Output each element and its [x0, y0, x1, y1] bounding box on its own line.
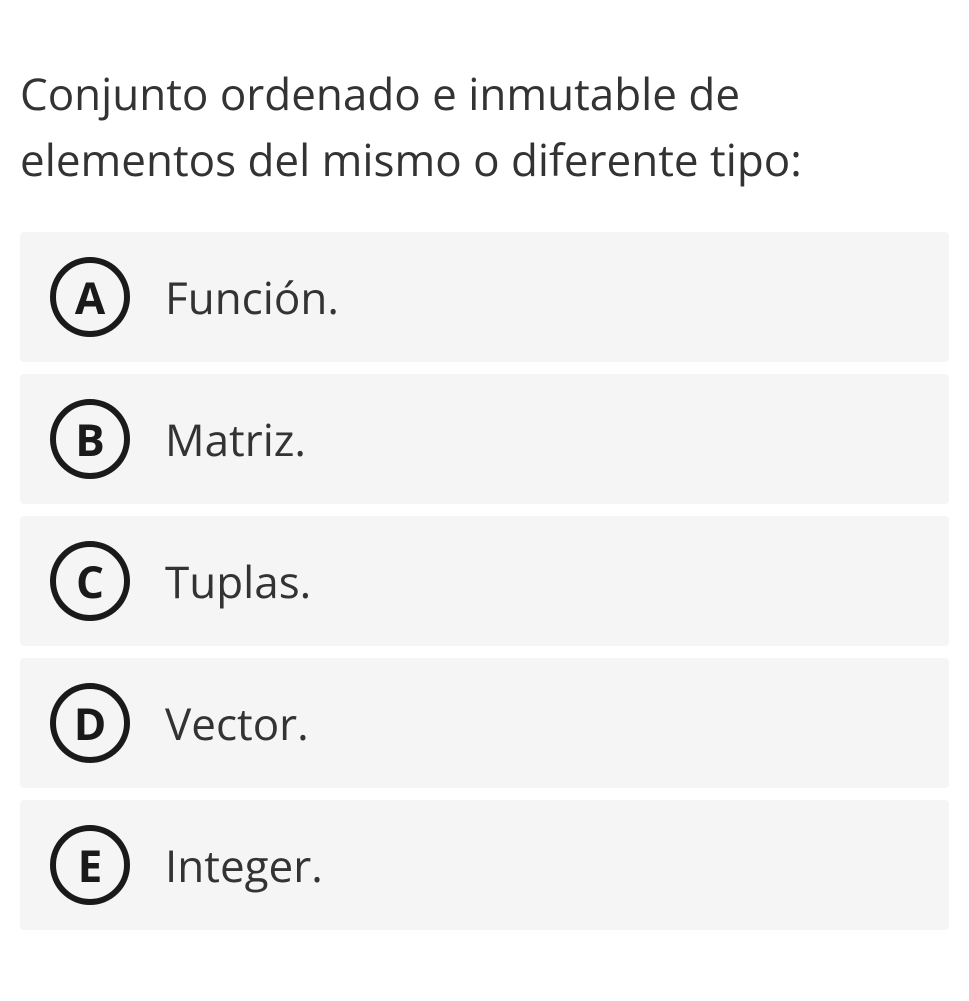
option-letter-c: C: [50, 541, 130, 621]
option-text-d: Vector.: [165, 693, 309, 753]
option-b[interactable]: B Matriz.: [20, 374, 949, 504]
option-text-a: Función.: [165, 267, 339, 327]
options-container: A Función. B Matriz. C Tuplas. D Vector.…: [20, 232, 949, 930]
option-letter-b: B: [50, 399, 130, 479]
option-letter-a: A: [50, 257, 130, 337]
question-container: Conjunto ordenado e inmutable de element…: [0, 0, 969, 950]
option-e[interactable]: E Integer.: [20, 800, 949, 930]
option-text-e: Integer.: [165, 835, 323, 895]
option-d[interactable]: D Vector.: [20, 658, 949, 788]
question-text: Conjunto ordenado e inmutable de element…: [20, 60, 949, 192]
option-c[interactable]: C Tuplas.: [20, 516, 949, 646]
option-text-b: Matriz.: [165, 409, 306, 469]
option-letter-e: E: [50, 825, 130, 905]
option-letter-d: D: [50, 683, 130, 763]
option-text-c: Tuplas.: [165, 551, 311, 611]
option-a[interactable]: A Función.: [20, 232, 949, 362]
